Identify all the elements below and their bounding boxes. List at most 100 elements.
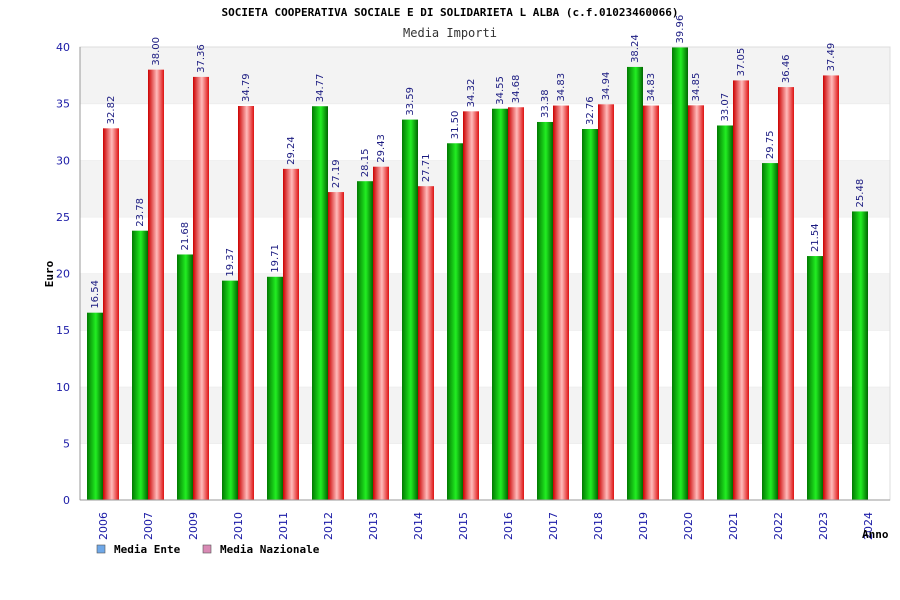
bar-media-nazionale — [148, 69, 164, 501]
x-tick-label: 2021 — [727, 512, 740, 540]
x-tick-label: 2014 — [412, 512, 425, 540]
bar-media-ente — [222, 280, 238, 500]
bar-media-ente — [132, 230, 148, 500]
x-tick-label: 2006 — [97, 512, 110, 540]
x-tick-label: 2022 — [772, 512, 785, 540]
value-label: 25.48 — [855, 179, 866, 208]
value-label: 32.82 — [106, 96, 117, 125]
bar-media-ente — [402, 119, 418, 500]
value-label: 27.19 — [331, 159, 342, 188]
value-label: 33.07 — [720, 93, 731, 122]
value-label: 32.76 — [585, 96, 596, 125]
bars: 16.54 32.82 23.78 38.00 21.68 37.36 19.37 34.79… — [87, 15, 868, 501]
x-tick-label: 2015 — [457, 512, 470, 540]
value-label: 38.00 — [151, 37, 162, 66]
grid-band — [80, 103, 890, 161]
value-label: 23.78 — [135, 198, 146, 227]
value-label: 29.24 — [286, 136, 297, 165]
bar-media-nazionale — [823, 75, 839, 500]
x-tick-label: 2024 — [862, 512, 875, 540]
x-tick-label: 2010 — [232, 512, 245, 540]
y-tick-label: 0 — [63, 494, 70, 507]
bar-media-ente — [852, 211, 868, 500]
value-label: 34.94 — [601, 72, 612, 101]
bar-media-nazionale — [598, 104, 614, 500]
value-label: 21.68 — [180, 222, 191, 251]
x-tick-label: 2016 — [502, 512, 515, 540]
y-tick-label: 20 — [56, 268, 70, 281]
value-label: 16.54 — [90, 280, 101, 309]
bar-media-ente — [267, 276, 283, 500]
value-label: 34.55 — [495, 76, 506, 105]
grid-band — [80, 47, 890, 104]
x-tick-label: 2018 — [592, 512, 605, 540]
bar-media-ente — [87, 312, 103, 500]
legend: Media Ente Media Nazionale — [96, 543, 320, 556]
bar-media-ente — [312, 106, 328, 501]
bar-media-ente — [582, 128, 598, 501]
legend-entry: Media Ente — [114, 543, 181, 556]
legend-entry: Media Nazionale — [220, 543, 320, 556]
bar-media-nazionale — [553, 105, 569, 501]
bar-media-nazionale — [103, 128, 119, 500]
grid-band — [80, 330, 890, 387]
value-label: 37.36 — [196, 44, 207, 73]
bar-media-ente — [762, 163, 778, 501]
y-tick-label: 40 — [56, 41, 70, 54]
x-axis-label: Anno — [862, 528, 889, 541]
grid-band — [80, 216, 890, 274]
value-label: 36.46 — [781, 54, 792, 83]
value-label: 19.71 — [270, 244, 281, 273]
value-label: 38.24 — [630, 34, 641, 63]
bar-media-nazionale — [238, 106, 254, 501]
value-label: 34.85 — [691, 73, 702, 102]
y-tick-label: 25 — [56, 211, 70, 224]
bar-media-nazionale — [463, 111, 479, 501]
value-label: 33.38 — [540, 89, 551, 118]
value-label: 37.49 — [826, 43, 837, 72]
legend-swatch — [96, 544, 106, 554]
value-label: 34.79 — [241, 73, 252, 102]
chart-title: SOCIETA COOPERATIVA SOCIALE E DI SOLIDAR… — [222, 6, 679, 19]
bar-media-ente — [177, 254, 193, 500]
y-axis: 0 5 10 15 20 25 30 35 40 — [56, 41, 81, 507]
value-label: 28.15 — [360, 149, 371, 178]
x-tick-label: 2019 — [637, 512, 650, 540]
bar-media-nazionale — [283, 168, 299, 500]
value-label: 34.32 — [466, 79, 477, 108]
value-label: 29.75 — [765, 130, 776, 159]
bar-media-nazionale — [733, 80, 749, 500]
bar-media-nazionale — [508, 107, 524, 501]
x-tick-label: 2020 — [682, 512, 695, 540]
x-axis: 2006 2007 2009 2010 2011 2012 2013 2014 2015 2016… — [80, 499, 890, 540]
bar-media-ente — [447, 143, 463, 500]
value-label: 21.54 — [810, 223, 821, 252]
bar-media-nazionale — [328, 192, 344, 501]
y-tick-label: 35 — [56, 98, 70, 111]
y-tick-label: 15 — [56, 324, 70, 337]
x-tick-label: 2017 — [547, 512, 560, 540]
y-tick-label: 5 — [63, 437, 70, 450]
bar-media-nazionale — [643, 105, 659, 501]
value-label: 34.68 — [511, 75, 522, 104]
grid-band — [80, 160, 890, 217]
value-label: 39.96 — [675, 15, 686, 44]
bar-media-ente — [627, 66, 643, 500]
bar-media-nazionale — [418, 186, 434, 500]
bar-media-ente — [672, 47, 688, 500]
value-label: 34.83 — [556, 73, 567, 102]
bar-media-ente — [807, 256, 823, 500]
bar-media-ente — [537, 121, 553, 500]
bar-media-ente — [717, 125, 733, 501]
y-tick-label: 10 — [56, 381, 70, 394]
x-tick-label: 2007 — [142, 512, 155, 540]
bar-media-ente — [492, 108, 508, 500]
value-label: 29.43 — [376, 134, 387, 163]
value-label: 19.37 — [225, 248, 236, 277]
bar-media-nazionale — [778, 87, 794, 500]
plot-background — [79, 46, 891, 501]
bar-media-nazionale — [373, 166, 389, 500]
value-label: 27.71 — [421, 154, 432, 183]
bar-media-nazionale — [193, 76, 209, 500]
